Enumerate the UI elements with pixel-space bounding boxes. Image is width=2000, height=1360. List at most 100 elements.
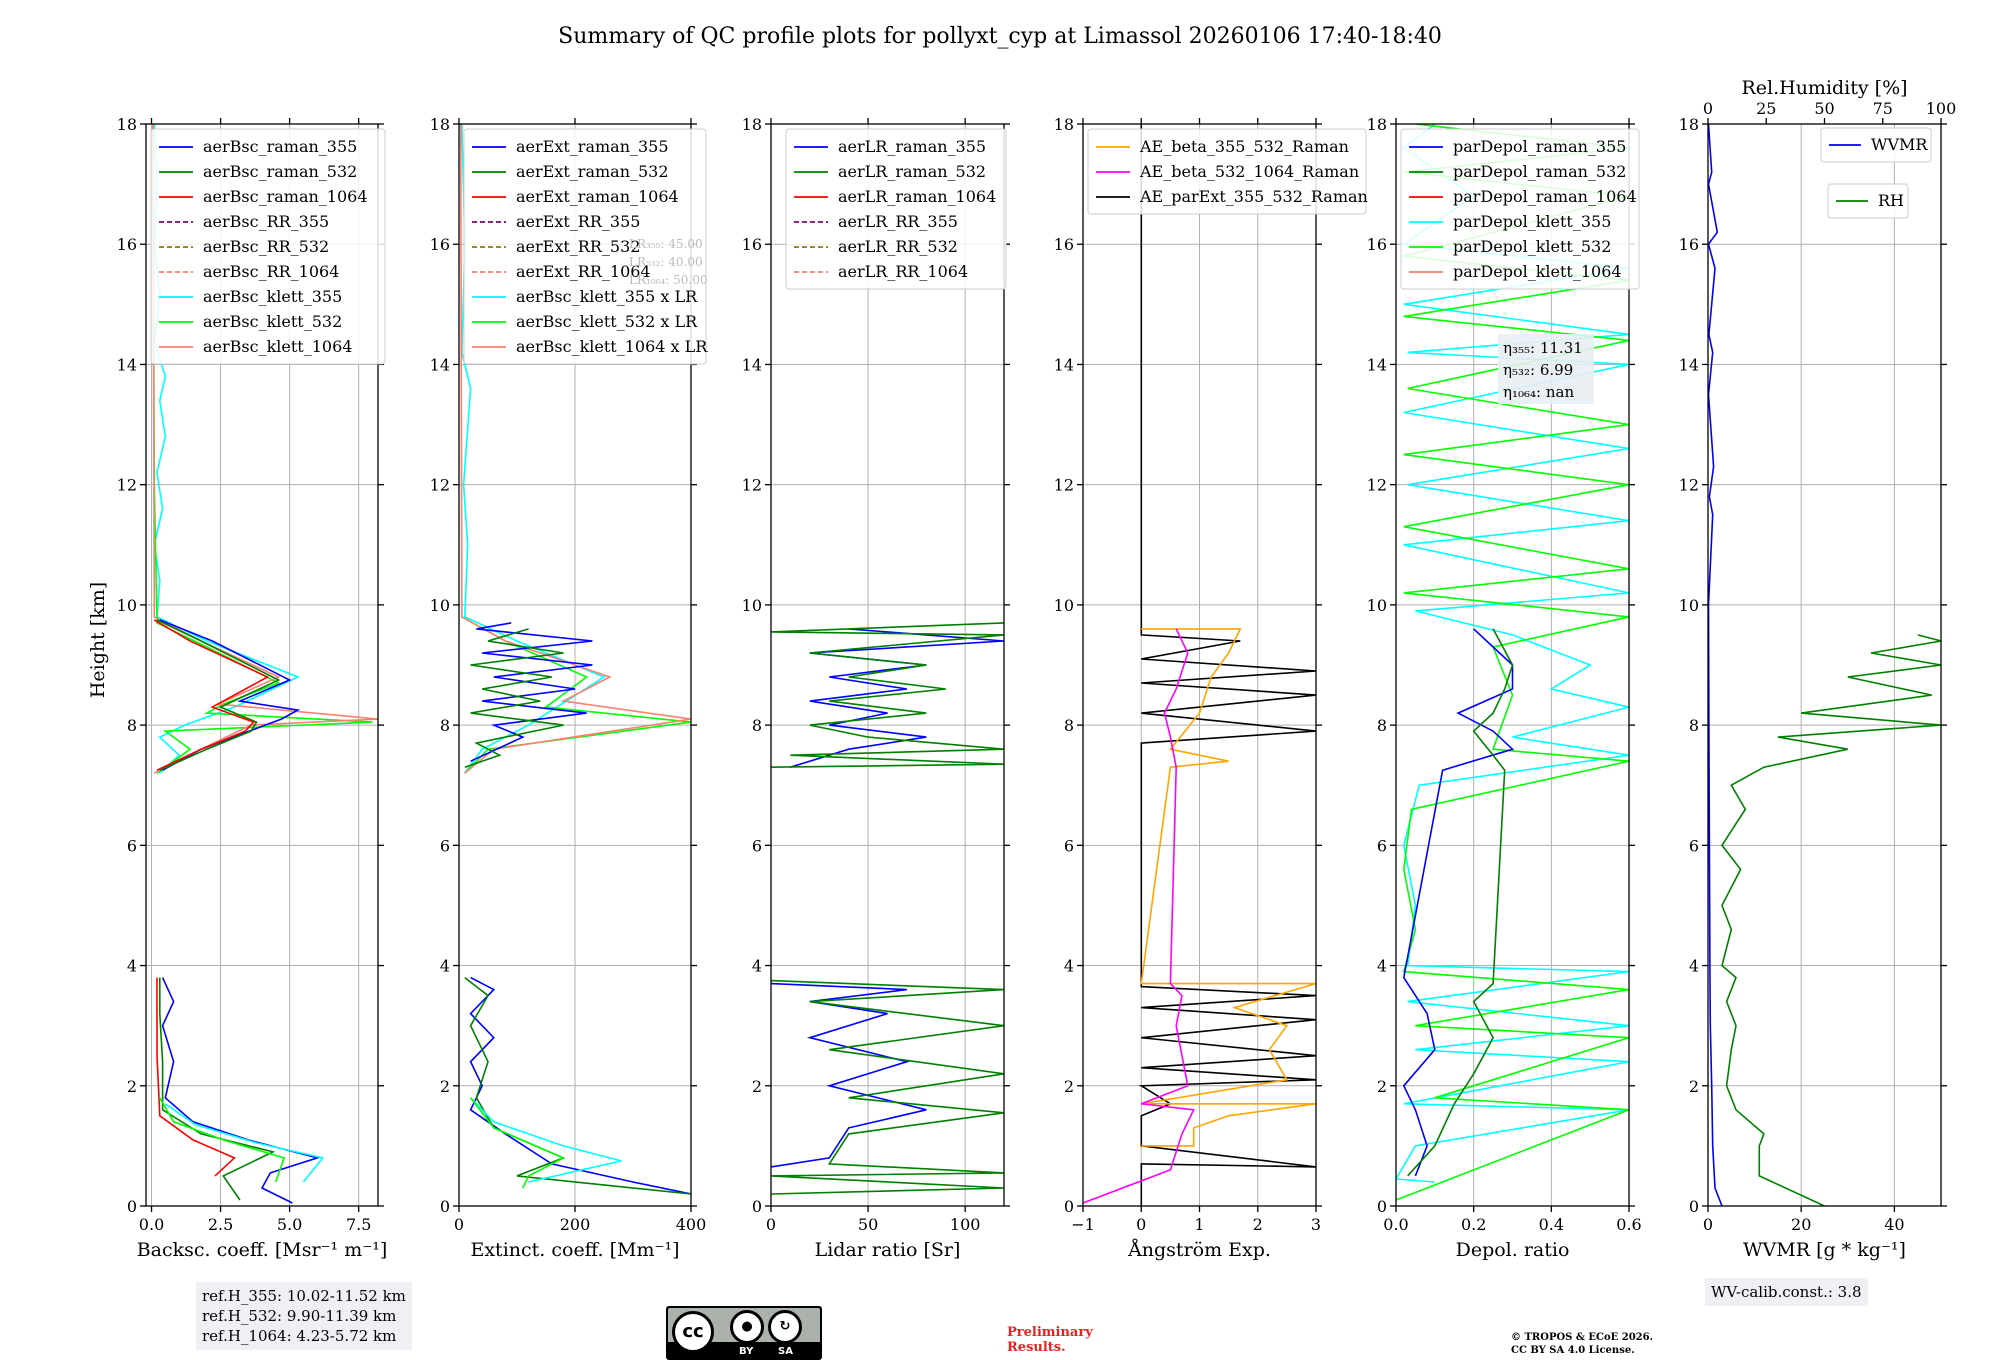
y-tick-label: 6: [1064, 836, 1074, 855]
x-tick-label: 40: [1884, 1215, 1904, 1234]
legend-box: [1820, 127, 1932, 163]
y-tick-label: 2: [1689, 1077, 1699, 1096]
eta-annotation: η₅₃₂: 6.99: [1503, 361, 1573, 379]
y-tick-label: 0: [1689, 1197, 1699, 1216]
y-tick-label: 12: [117, 476, 137, 495]
legend-label: aerBsc_RR_355: [203, 212, 329, 231]
x-tick-label: 2.5: [208, 1215, 233, 1234]
panel-depol: 0 2 4 6 8 10 12 14 16 18 0.0 0.2 0.4 0.6 Depol. ratio p…: [1367, 115, 1642, 1261]
x-tick-label: 0.4: [1539, 1215, 1564, 1234]
ref-height-box: ref.H_355: 10.02-11.52 km ref.H_532: 9.9…: [196, 1282, 412, 1350]
y-tick-label: 6: [752, 836, 762, 855]
legend-label: AE_beta_532_1064_Raman: [1139, 162, 1359, 181]
legend-box: [785, 128, 1007, 290]
x-tick-label: 0: [766, 1215, 776, 1234]
y-tick-label: 2: [752, 1077, 762, 1096]
y-tick-label: 16: [1054, 235, 1074, 254]
series-aerBsc_raman_1064_low: [156, 977, 236, 1177]
wv-calib-box: WV-calib.const.: 3.8: [1705, 1278, 1868, 1306]
legend-label: aerExt_RR_1064: [516, 262, 651, 281]
y-tick-label: 14: [1679, 355, 1699, 374]
legend-label: parDepol_klett_532: [1453, 237, 1611, 256]
x-tick-label: 0.0: [139, 1215, 164, 1234]
y-tick-label: 14: [1054, 355, 1074, 374]
axes-frame: [145, 123, 379, 1207]
legend-label: aerBsc_raman_532: [203, 162, 357, 181]
axes-frame: [770, 123, 1005, 1207]
y-tick-label: 4: [1377, 957, 1387, 976]
y-tick-label: 16: [742, 235, 762, 254]
legend-box: [150, 128, 386, 365]
y-tick-label: 2: [1377, 1077, 1387, 1096]
series-lr_355_high: [790, 628, 1004, 768]
x-tick-label: 200: [560, 1215, 591, 1234]
wv-calib-const: WV-calib.const.: 3.8: [1711, 1283, 1862, 1301]
axes-frame: [1707, 123, 1942, 1207]
y-tick-label: 8: [440, 716, 450, 735]
y-tick-label: 2: [1064, 1077, 1074, 1096]
series-ae_beta_355_532: [1140, 628, 1316, 1147]
copyright-line-1: © TROPOS & ECoE 2026.: [1511, 1332, 1654, 1343]
legend-label: aerBsc_klett_355 x LR: [516, 287, 698, 306]
legend-label: WVMR: [1871, 135, 1928, 154]
y-tick-label: 16: [117, 235, 137, 254]
series-aerBsc_raman_1064: [153, 619, 270, 771]
cc-by-label: BY: [739, 1346, 754, 1357]
panel-ext: 0 2 4 6 8 10 12 14 16 18 0 200 400 Extinct. coeff. [M…: [430, 115, 709, 1261]
y-tick-label: 6: [1377, 836, 1387, 855]
series-ext_raman_532: [464, 628, 564, 768]
y-tick-label: 18: [430, 115, 450, 134]
x-axis-label: Depol. ratio: [1456, 1239, 1570, 1261]
series-lr_532_high: [771, 622, 1004, 768]
y-tick-label: 0: [1064, 1197, 1074, 1216]
legend-label: aerExt_raman_532: [516, 162, 669, 181]
legend-label: parDepol_raman_1064: [1453, 187, 1637, 206]
y-tick-label: 12: [1679, 476, 1699, 495]
top-x-tick-label: 0: [1703, 99, 1713, 118]
legend-label: aerLR_RR_355: [838, 212, 958, 231]
legend-label: aerLR_RR_1064: [838, 262, 968, 281]
preliminary-line-2: Results.: [1007, 1340, 1066, 1355]
y-tick-label: 6: [127, 836, 137, 855]
x-tick-label: 0.6: [1616, 1215, 1641, 1234]
lr-annotation: LR₁₀₆₄: 50.00: [629, 273, 707, 287]
series-WVMR: [1708, 124, 1723, 1206]
legend-label: aerBsc_klett_1064 x LR: [516, 337, 708, 356]
legend-label: aerLR_raman_355: [838, 137, 986, 156]
copyright-line-2: CC BY SA 4.0 License.: [1511, 1345, 1635, 1356]
legend-box: [1400, 128, 1640, 290]
y-tick-label: 0: [752, 1197, 762, 1216]
legend-label: aerExt_RR_355: [516, 212, 640, 231]
y-axis-label: Height [km]: [87, 582, 109, 698]
x-tick-label: 1: [1194, 1215, 1204, 1234]
series-aerBsc_raman_355: [159, 619, 301, 771]
eta-box: [1498, 334, 1594, 404]
series-aerBsc_raman_532: [156, 619, 281, 771]
series-ext_raman_355: [470, 622, 593, 762]
x-tick-label: −1: [1071, 1215, 1095, 1234]
series-ae_parext: [1138, 124, 1316, 1206]
y-tick-label: 10: [117, 596, 137, 615]
x-tick-label: 50: [858, 1215, 878, 1234]
series-ext_klett_532_low: [469, 1097, 566, 1189]
legend-label: aerBsc_raman_1064: [203, 187, 368, 206]
eta-annotation: η₃₅₅: 11.31: [1503, 339, 1583, 357]
legend-label: aerLR_raman_532: [838, 162, 986, 181]
x-tick-label: 20: [1791, 1215, 1811, 1234]
x-tick-label: 2: [1253, 1215, 1263, 1234]
y-tick-label: 4: [440, 957, 450, 976]
y-tick-label: 4: [752, 957, 762, 976]
legend-label: parDepol_raman_355: [1453, 137, 1626, 156]
y-tick-label: 4: [1689, 957, 1699, 976]
series-ext_klett_355_low: [470, 1097, 622, 1183]
legend-label: aerBsc_klett_532: [203, 312, 342, 331]
y-tick-label: 18: [117, 115, 137, 134]
y-tick-label: 8: [127, 716, 137, 735]
y-tick-label: 12: [1054, 476, 1074, 495]
x-tick-label: 400: [676, 1215, 707, 1234]
legend-label: aerLR_RR_532: [838, 237, 958, 256]
x-tick-label: 100: [950, 1215, 981, 1234]
x-tick-label: 0.0: [1383, 1215, 1408, 1234]
